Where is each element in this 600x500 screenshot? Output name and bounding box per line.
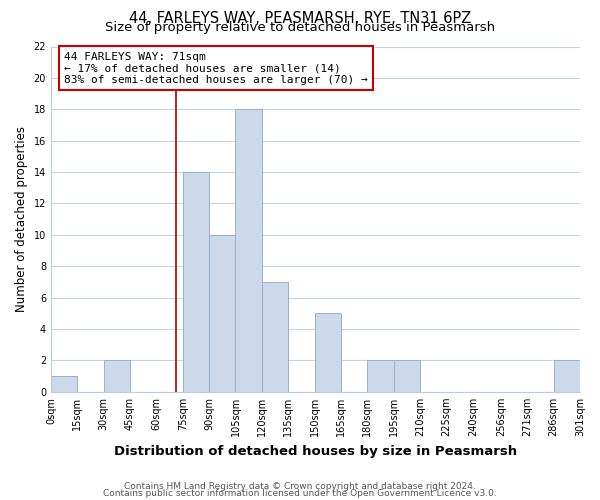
Bar bbox=[314, 314, 341, 392]
Bar bbox=[394, 360, 420, 392]
Text: Size of property relative to detached houses in Peasmarsh: Size of property relative to detached ho… bbox=[105, 21, 495, 34]
X-axis label: Distribution of detached houses by size in Peasmarsh: Distribution of detached houses by size … bbox=[114, 444, 517, 458]
Bar bbox=[51, 376, 77, 392]
Text: 44, FARLEYS WAY, PEASMARSH, RYE, TN31 6PZ: 44, FARLEYS WAY, PEASMARSH, RYE, TN31 6P… bbox=[129, 11, 471, 26]
Y-axis label: Number of detached properties: Number of detached properties bbox=[15, 126, 28, 312]
Bar bbox=[104, 360, 130, 392]
Bar bbox=[235, 110, 262, 392]
Bar bbox=[209, 235, 235, 392]
Text: 44 FARLEYS WAY: 71sqm
← 17% of detached houses are smaller (14)
83% of semi-deta: 44 FARLEYS WAY: 71sqm ← 17% of detached … bbox=[64, 52, 368, 85]
Bar bbox=[183, 172, 209, 392]
Bar bbox=[262, 282, 288, 392]
Bar bbox=[554, 360, 580, 392]
Bar bbox=[367, 360, 394, 392]
Text: Contains HM Land Registry data © Crown copyright and database right 2024.: Contains HM Land Registry data © Crown c… bbox=[124, 482, 476, 491]
Text: Contains public sector information licensed under the Open Government Licence v3: Contains public sector information licen… bbox=[103, 489, 497, 498]
